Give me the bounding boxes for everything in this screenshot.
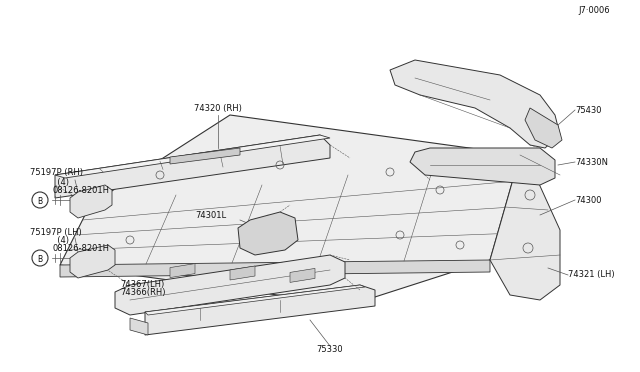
Text: J7·0006: J7·0006	[579, 6, 610, 15]
Text: 75330: 75330	[317, 346, 343, 355]
Polygon shape	[290, 269, 315, 282]
Text: 74366(RH): 74366(RH)	[120, 289, 166, 298]
Polygon shape	[130, 318, 148, 335]
Polygon shape	[70, 245, 115, 278]
Text: 08126-8201H: 08126-8201H	[52, 244, 109, 253]
Polygon shape	[70, 185, 112, 218]
Polygon shape	[145, 285, 375, 335]
Text: 74301L: 74301L	[195, 211, 226, 219]
Polygon shape	[230, 266, 255, 280]
Polygon shape	[55, 135, 330, 178]
Text: 74300: 74300	[575, 196, 602, 205]
Polygon shape	[238, 212, 298, 255]
Text: (4): (4)	[52, 235, 69, 244]
Polygon shape	[170, 148, 240, 164]
Polygon shape	[490, 155, 560, 300]
Text: 74330N: 74330N	[575, 157, 608, 167]
Text: 08126-8201H: 08126-8201H	[52, 186, 109, 195]
Text: B: B	[37, 254, 43, 263]
Polygon shape	[390, 60, 560, 148]
Text: 74320 (RH): 74320 (RH)	[194, 103, 242, 112]
Polygon shape	[60, 260, 490, 277]
Text: B: B	[37, 196, 43, 205]
Polygon shape	[410, 148, 555, 185]
Polygon shape	[115, 255, 345, 315]
Text: 74321 (LH): 74321 (LH)	[568, 270, 614, 279]
Polygon shape	[170, 264, 195, 278]
Polygon shape	[60, 115, 520, 305]
Text: 75197P (RH): 75197P (RH)	[30, 167, 83, 176]
Text: 74367(LH): 74367(LH)	[120, 279, 164, 289]
Polygon shape	[525, 108, 562, 148]
Text: (4): (4)	[52, 177, 69, 186]
Polygon shape	[55, 135, 330, 198]
Polygon shape	[145, 285, 365, 315]
Text: 75430: 75430	[575, 106, 602, 115]
Text: 75197P (LH): 75197P (LH)	[30, 228, 82, 237]
